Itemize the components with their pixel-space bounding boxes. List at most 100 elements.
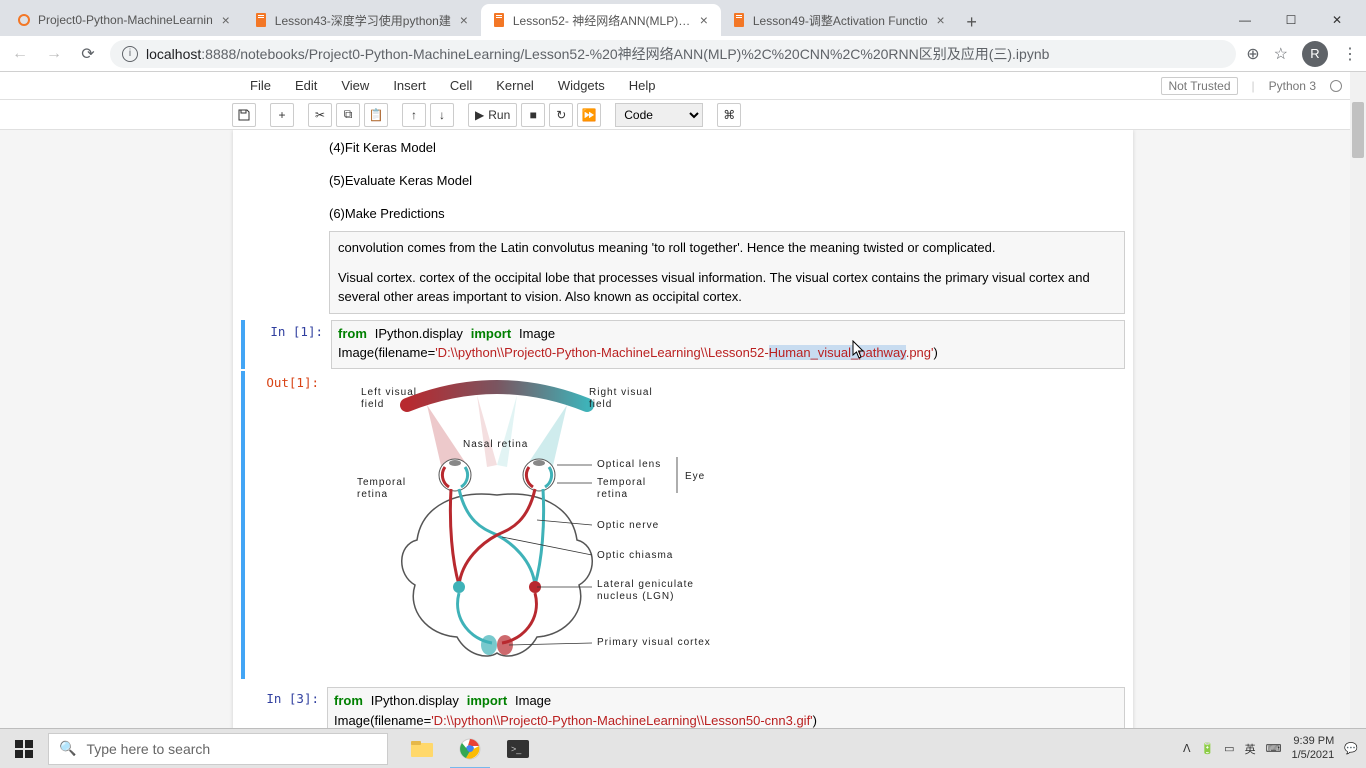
restart-button[interactable]: ↻ [549, 103, 573, 127]
svg-text:Optic chiasma: Optic chiasma [597, 550, 673, 561]
menu-widgets[interactable]: Widgets [546, 78, 617, 93]
back-button[interactable]: ← [8, 42, 32, 66]
profile-avatar[interactable]: R [1302, 41, 1328, 67]
tray-expand-icon[interactable]: ᐱ [1183, 742, 1191, 755]
notebook-scroll[interactable]: (4)Fit Keras Model (5)Evaluate Keras Mod… [0, 130, 1366, 728]
browser-tab-active[interactable]: Lesson52- 神经网络ANN(MLP), C × [481, 4, 721, 36]
notebook: (4)Fit Keras Model (5)Evaluate Keras Mod… [233, 130, 1133, 728]
svg-text:Optic nerve: Optic nerve [597, 520, 659, 531]
svg-text:Left visual: Left visual [361, 387, 417, 398]
jupyter-nb-icon [731, 12, 747, 28]
svg-text:Eye: Eye [685, 471, 705, 482]
jupyter-app: File Edit View Insert Cell Kernel Widget… [0, 72, 1366, 728]
paste-button[interactable]: 📋 [364, 103, 388, 127]
save-button[interactable] [232, 103, 256, 127]
notifications-icon[interactable]: 💬 [1344, 742, 1358, 755]
markdown-line: (6)Make Predictions [233, 202, 1133, 225]
command-palette-button[interactable]: ⌘ [717, 103, 741, 127]
menu-help[interactable]: Help [617, 78, 668, 93]
clock[interactable]: 9:39 PM 1/5/2021 [1291, 735, 1334, 761]
browser-tab[interactable]: Lesson43-深度学习使用python建 × [243, 4, 481, 36]
forward-button[interactable]: → [42, 42, 66, 66]
menu-kernel[interactable]: Kernel [484, 78, 546, 93]
menu-view[interactable]: View [329, 78, 381, 93]
output-cell: Out[1]: [241, 371, 1125, 679]
svg-text:Right visual: Right visual [589, 387, 653, 398]
search-icon: 🔍 [59, 740, 76, 757]
celltype-select[interactable]: Code [615, 103, 703, 127]
move-down-button[interactable]: ↓ [430, 103, 454, 127]
in-prompt: In [3]: [241, 687, 327, 728]
terminal-icon[interactable]: >_ [494, 729, 542, 768]
jupyter-ring-icon [16, 12, 32, 28]
menu-cell[interactable]: Cell [438, 78, 484, 93]
menu-file[interactable]: File [238, 78, 283, 93]
svg-text:nucleus (LGN): nucleus (LGN) [597, 591, 674, 602]
run-button[interactable]: ▶ Run [468, 103, 517, 127]
window-controls: — ☐ ✕ [1222, 4, 1360, 36]
browser-tab[interactable]: Lesson49-调整Activation Functio × [721, 4, 958, 36]
svg-text:Primary visual cortex: Primary visual cortex [597, 637, 711, 648]
close-icon[interactable]: × [457, 13, 471, 27]
svg-text:field: field [589, 399, 612, 410]
svg-text:>_: >_ [511, 744, 522, 754]
move-up-button[interactable]: ↑ [402, 103, 426, 127]
taskbar-apps: >_ [398, 729, 542, 768]
taskbar-search[interactable]: 🔍 Type here to search [48, 733, 388, 765]
site-info-icon[interactable]: i [122, 46, 138, 62]
menu-icon[interactable]: ⋮ [1342, 44, 1358, 64]
chrome-icon[interactable] [446, 729, 494, 768]
svg-text:Temporal: Temporal [597, 477, 646, 488]
raw-text: convolution comes from the Latin convolu… [338, 238, 1116, 258]
system-tray: ᐱ 🔋 ▭ 英 ⌨ 9:39 PM 1/5/2021 💬 [1183, 735, 1366, 761]
battery-icon[interactable]: 🔋 [1200, 742, 1214, 755]
kernel-status-icon [1330, 80, 1342, 92]
file-explorer-icon[interactable] [398, 729, 446, 768]
cut-button[interactable]: ✂ [308, 103, 332, 127]
close-icon[interactable]: × [697, 13, 711, 27]
search-placeholder: Type here to search [86, 741, 210, 757]
wifi-icon[interactable]: ▭ [1224, 742, 1234, 755]
raw-cell[interactable]: convolution comes from the Latin convolu… [329, 231, 1125, 314]
menu-edit[interactable]: Edit [283, 78, 329, 93]
out-prompt: Out[1]: [245, 371, 327, 679]
url-input[interactable]: i localhost:8888/notebooks/Project0-Pyth… [110, 40, 1236, 68]
restart-run-button[interactable]: ⏩ [577, 103, 601, 127]
trust-indicator[interactable]: Not Trusted [1161, 77, 1237, 95]
interrupt-button[interactable]: ■ [521, 103, 545, 127]
svg-text:retina: retina [357, 489, 388, 500]
copy-button[interactable]: ⧉ [336, 103, 360, 127]
bookmark-icon[interactable]: ☆ [1274, 44, 1288, 64]
maximize-button[interactable]: ☐ [1268, 4, 1314, 36]
windows-taskbar: 🔍 Type here to search >_ ᐱ 🔋 ▭ 英 ⌨ 9:39 … [0, 728, 1366, 768]
toolbar-icons: ⊕ ☆ R ⋮ [1246, 41, 1358, 67]
close-window-button[interactable]: ✕ [1314, 4, 1360, 36]
code-cell[interactable]: In [3]: from IPython.display import Imag… [241, 687, 1125, 728]
close-icon[interactable]: × [219, 13, 233, 27]
code-input[interactable]: from IPython.display import Image Image(… [327, 687, 1125, 728]
in-prompt: In [1]: [245, 320, 331, 370]
address-bar: ← → ⟳ i localhost:8888/notebooks/Project… [0, 36, 1366, 72]
browser-tab[interactable]: Project0-Python-MachineLearnin × [6, 4, 243, 36]
new-tab-button[interactable]: + [958, 8, 986, 36]
minimize-button[interactable]: — [1222, 4, 1268, 36]
svg-text:Optical lens: Optical lens [597, 459, 661, 470]
scrollbar[interactable] [1350, 72, 1366, 728]
add-cell-button[interactable]: + [270, 103, 294, 127]
kernel-name: Python 3 [1269, 79, 1316, 93]
zoom-icon[interactable]: ⊕ [1246, 44, 1259, 64]
svg-text:Temporal: Temporal [357, 477, 406, 488]
code-input[interactable]: from IPython.display import Image Image(… [331, 320, 1125, 370]
browser-tabstrip: Project0-Python-MachineLearnin × Lesson4… [0, 0, 1366, 36]
start-button[interactable] [0, 729, 48, 768]
markdown-line: (4)Fit Keras Model [233, 136, 1133, 159]
menu-insert[interactable]: Insert [381, 78, 438, 93]
reload-button[interactable]: ⟳ [76, 42, 100, 66]
code-cell[interactable]: In [1]: from IPython.display import Imag… [241, 320, 1125, 370]
ime-indicator[interactable]: 英 [1245, 741, 1256, 757]
svg-text:retina: retina [597, 489, 628, 500]
scrollbar-thumb[interactable] [1352, 102, 1364, 158]
close-icon[interactable]: × [934, 13, 948, 27]
ime-keyboard-icon[interactable]: ⌨ [1266, 742, 1282, 755]
tab-title: Lesson49-调整Activation Functio [753, 12, 928, 29]
